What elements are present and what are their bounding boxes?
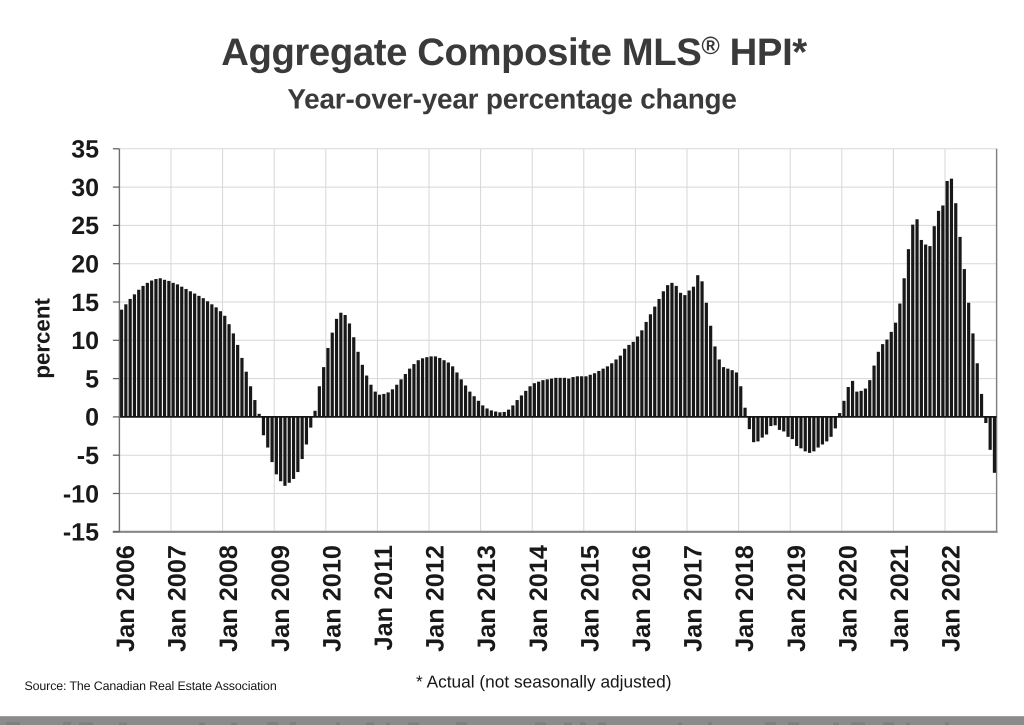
svg-text:0: 0 (85, 404, 99, 432)
svg-text:-5: -5 (77, 442, 99, 470)
svg-text:Jan 2020: Jan 2020 (834, 545, 862, 652)
svg-text:Jan 2008: Jan 2008 (215, 545, 243, 652)
svg-text:Jan 2006: Jan 2006 (112, 545, 140, 652)
svg-text:-15: -15 (63, 519, 99, 547)
svg-text:Jan 2007: Jan 2007 (164, 545, 192, 652)
svg-text:Jan 2010: Jan 2010 (318, 545, 346, 652)
svg-text:30: 30 (71, 174, 99, 202)
svg-text:15: 15 (71, 289, 99, 317)
svg-text:Jan 2013: Jan 2013 (473, 545, 501, 652)
svg-text:5: 5 (85, 365, 99, 393)
svg-text:Jan 2009: Jan 2009 (267, 545, 295, 652)
svg-text:-10: -10 (63, 480, 99, 508)
svg-text:Source: The Canadian Real Esta: Source: The Canadian Real Estate Associa… (25, 679, 277, 693)
svg-text:20: 20 (71, 251, 99, 279)
svg-text:Jan 2019: Jan 2019 (783, 545, 811, 652)
svg-text:Jan 2012: Jan 2012 (422, 545, 450, 652)
svg-text:* Actual (not seasonally adjus: * Actual (not seasonally adjusted) (416, 672, 672, 692)
svg-text:Jan 2014: Jan 2014 (525, 545, 553, 652)
svg-text:Jan 2018: Jan 2018 (731, 545, 759, 652)
svg-text:percent: percent (30, 298, 55, 379)
svg-text:35: 35 (71, 136, 99, 164)
svg-text:Aggregate Composite MLS® HPI*: Aggregate Composite MLS® HPI* (221, 31, 807, 74)
svg-text:Jan 2011: Jan 2011 (370, 545, 398, 651)
svg-text:Jan 2017: Jan 2017 (680, 545, 708, 652)
svg-text:Year-over-year percentage chan: Year-over-year percentage change (287, 83, 736, 114)
svg-text:Jan 2016: Jan 2016 (628, 545, 656, 652)
svg-text:Jan 2021: Jan 2021 (886, 545, 914, 652)
svg-text:Jan 2022: Jan 2022 (938, 545, 966, 652)
svg-text:Jan 2015: Jan 2015 (576, 545, 604, 652)
svg-text:10: 10 (71, 327, 99, 355)
svg-text:25: 25 (71, 212, 99, 240)
